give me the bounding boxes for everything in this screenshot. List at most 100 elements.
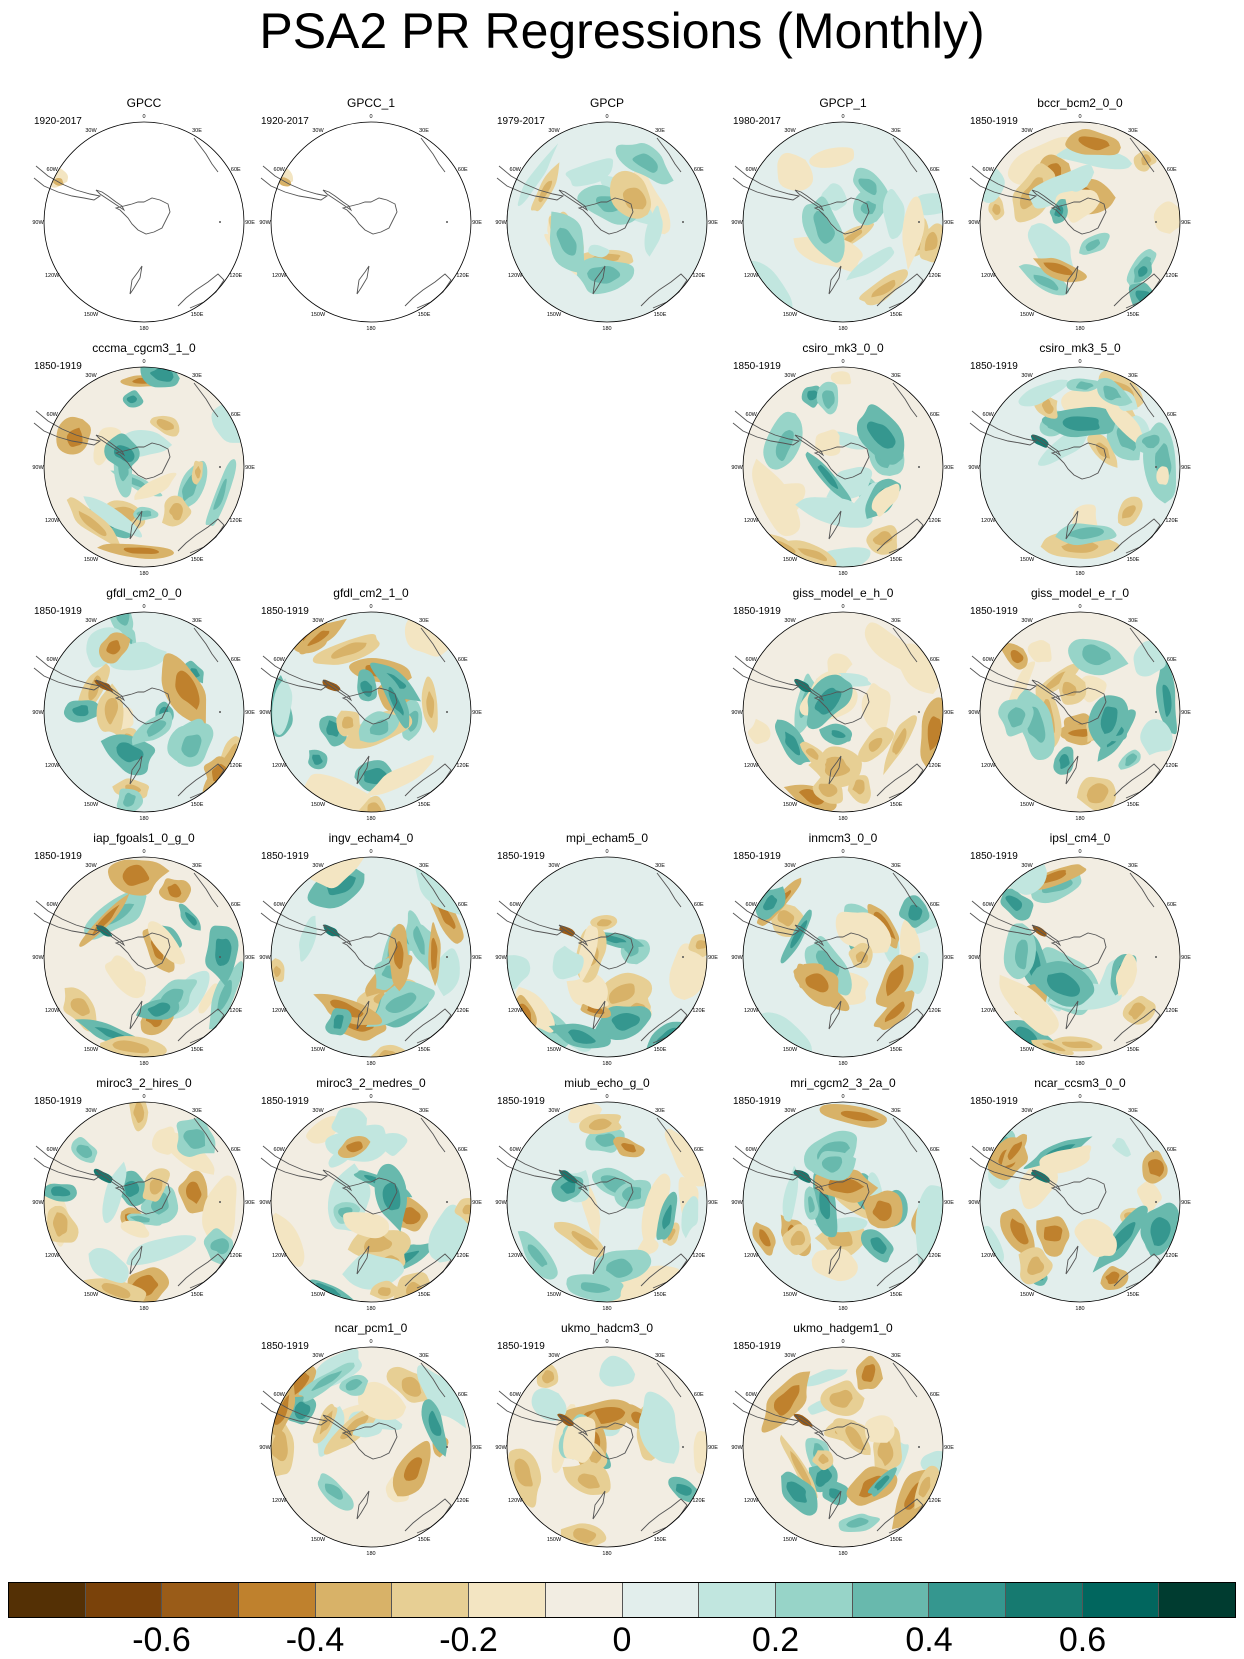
precip-field (980, 1102, 1180, 1302)
precip-anomaly-core (541, 1370, 555, 1384)
precip-anomaly-core (775, 429, 794, 461)
precip-anomaly-core (924, 231, 938, 252)
precip-anomaly-core (322, 679, 341, 692)
precip-anomaly-blob (120, 1220, 150, 1238)
longitude-label: 120E (456, 1253, 469, 1259)
longitude-label: 30W (1021, 128, 1033, 134)
longitude-label: 90E (472, 955, 482, 961)
longitude-label: 150W (783, 1292, 798, 1298)
map-border (742, 366, 944, 568)
precip-anomaly-blob (1039, 1145, 1092, 1174)
panel-period: 1850-1919 (497, 1096, 545, 1107)
panel-title: csiro_mk3_5_0 (1039, 341, 1121, 355)
longitude-label: 30W (1021, 618, 1033, 624)
island-marker (682, 1446, 684, 1448)
colorbar (8, 1582, 1236, 1618)
longitude-label: 90W (731, 710, 743, 716)
map-border (270, 1101, 472, 1303)
longitude-label: 60W (47, 657, 59, 663)
longitude-label: 180 (838, 816, 847, 822)
precip-anomaly-core (559, 1170, 578, 1184)
longitude-label: 90E (944, 710, 954, 716)
panel-period: 1850-1919 (970, 851, 1018, 862)
longitude-label: 60W (983, 1147, 995, 1153)
precip-anomaly-blob (102, 1161, 127, 1224)
polar-stereographic-map: 0 30E 60E 90E 120E 150E 180 150W 120W 90W 60W 30W (495, 1094, 718, 1312)
longitude-label: 90W (495, 955, 507, 961)
polar-stereographic-map: 0 30E 60E 90E 120E 150E 180 150W 120W 90W 60W 30W (259, 849, 482, 1067)
island-marker (446, 711, 448, 713)
precip-anomaly-blob (507, 955, 531, 990)
longitude-label: 150E (654, 1537, 667, 1543)
longitude-label: 60W (274, 1392, 286, 1398)
longitude-label: 90E (472, 220, 482, 226)
longitude-label: 0 (142, 114, 145, 120)
longitude-label: 90W (259, 710, 271, 716)
precip-anomaly-core (101, 1283, 131, 1299)
longitude-label: 90E (1181, 220, 1191, 226)
precip-anomaly-core (330, 999, 364, 1018)
precip-anomaly-core (426, 691, 435, 719)
precip-field (743, 857, 943, 1057)
precip-anomaly-core (129, 1215, 150, 1223)
colorbar-tick-label: 0.4 (905, 1621, 953, 1659)
panel-period: 1850-1919 (261, 606, 309, 617)
precip-anomaly-core (388, 686, 404, 716)
longitude-label: 30W (548, 863, 560, 869)
precip-anomaly-core (595, 1133, 616, 1147)
longitude-label: 150W (311, 1537, 326, 1543)
colorbar-swatch (469, 1583, 546, 1617)
colorbar-swatch (85, 1583, 163, 1617)
precip-anomaly-blob (343, 1212, 390, 1239)
map-border (742, 611, 944, 813)
precip-anomaly-core (822, 390, 835, 409)
precip-anomaly-core (814, 687, 842, 715)
precip-anomaly-core (872, 531, 893, 546)
map-panel: ipsl_cm4_0 1850-1919 0 30E 60E 90E 120E 150E 180… (964, 831, 1196, 1071)
precip-anomaly-core (815, 950, 840, 980)
longitude-label: 90W (32, 465, 44, 471)
longitude-label: 30W (548, 1108, 560, 1114)
precip-anomaly-core (527, 1244, 548, 1267)
precip-anomaly-core (326, 720, 340, 737)
precip-anomaly-blob (376, 1132, 408, 1156)
precip-anomaly-core (183, 1129, 206, 1149)
longitude-label: 90E (245, 1200, 255, 1206)
precip-field (44, 122, 244, 322)
longitude-label: 90W (731, 955, 743, 961)
colorbar-tick-label: -0.4 (285, 1621, 345, 1659)
longitude-label: 120W (45, 763, 60, 769)
longitude-label: 30W (784, 373, 796, 379)
panel-title: gfdl_cm2_1_0 (333, 586, 409, 600)
longitude-label: 90E (245, 465, 255, 471)
panel-period: 1850-1919 (34, 606, 82, 617)
island-marker (446, 1201, 448, 1203)
longitude-label: 90W (731, 220, 743, 226)
longitude-label: 60E (231, 412, 241, 418)
longitude-label: 60E (458, 1147, 468, 1153)
panel-title: csiro_mk3_0_0 (802, 341, 884, 355)
precip-anomaly-core (763, 894, 778, 911)
panel-title: ipsl_cm4_0 (1049, 831, 1111, 845)
longitude-label: 60E (930, 1147, 940, 1153)
precip-anomaly-core (146, 720, 167, 737)
longitude-label: 30E (891, 618, 901, 624)
longitude-label: 60E (930, 167, 940, 173)
polar-stereographic-map: 0 30E 60E 90E 120E 150E 180 150W 120W 90W 60W 30W (259, 1094, 482, 1312)
precip-anomaly-core (436, 903, 456, 930)
longitude-label: 90W (731, 1200, 743, 1206)
precip-anomaly-core (401, 1207, 421, 1225)
panel-title: cccma_cgcm3_1_0 (92, 341, 196, 355)
panel-title: GPCP (589, 96, 624, 110)
polar-stereographic-map: 0 30E 60E 90E 120E 150E 180 150W 120W 90W 60W 30W (32, 114, 255, 332)
colorbar-tick-label: -0.2 (439, 1621, 498, 1659)
precip-anomaly-core (331, 642, 367, 659)
map-panel: GPCC_1 1920-2017 0 30E 60E 90E 120E 150E 180 150W… (255, 96, 487, 336)
precip-anomaly-core (588, 1118, 612, 1131)
longitude-label: 150E (654, 312, 667, 318)
longitude-label: 0 (605, 849, 608, 855)
longitude-label: 150W (783, 557, 798, 563)
longitude-label: 120E (456, 1008, 469, 1014)
panel-period: 1850-1919 (497, 1341, 545, 1352)
precip-anomaly-core (571, 1230, 599, 1250)
